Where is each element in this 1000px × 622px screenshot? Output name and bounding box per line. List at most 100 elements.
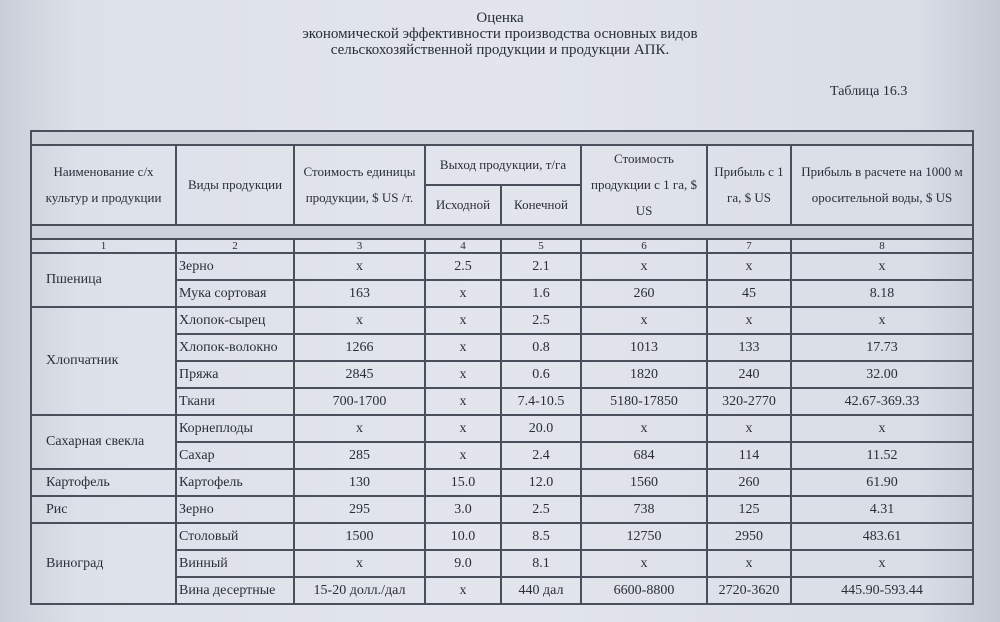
- table-cell: 320-2770: [706, 387, 792, 416]
- header-unit-cost: Стоимость единицы продукции, $ US /т.: [293, 144, 426, 226]
- table-cell: 17.73: [790, 333, 974, 362]
- table-cell: 295: [293, 495, 426, 524]
- table-cell: 8.1: [500, 549, 582, 578]
- header-band: [30, 130, 974, 146]
- table-row: Картофель Картофель 130 15.0 12.0 1560 260 61.9…: [30, 468, 974, 497]
- crop-name: Картофель: [30, 468, 177, 497]
- crop-name: Рис: [30, 495, 177, 524]
- header-yield-initial: Исходной: [424, 184, 502, 226]
- table-cell: 12.0: [500, 468, 582, 497]
- table-cell: 20.0: [500, 414, 582, 443]
- table-cell: 260: [580, 279, 708, 308]
- table-cell: 163: [293, 279, 426, 308]
- table-cell: x: [293, 306, 426, 335]
- table-row: Мука сортовая 163 x 1.6 260 45 8.18: [31, 279, 974, 308]
- table-cell: x: [424, 333, 502, 362]
- table-cell: x: [424, 360, 502, 389]
- table-cell: 11.52: [790, 441, 974, 470]
- crop-name: Виноград: [30, 522, 177, 605]
- table-cell: x: [580, 252, 708, 281]
- table-cell: x: [424, 576, 502, 605]
- product-name: Вина десертные: [175, 576, 295, 605]
- table-row: Пряжа 2845 x 0.6 1820 240 32.00: [31, 360, 974, 389]
- table-cell: 12750: [580, 522, 708, 551]
- table-cell: 114: [706, 441, 792, 470]
- table-cell: 32.00: [790, 360, 974, 389]
- product-name: Пряжа: [175, 360, 295, 389]
- table-row: Сахарная свекла Корнеплоды x x 20.0 x x x: [30, 414, 974, 470]
- header-yield: Выход продукции, т/га: [424, 144, 582, 186]
- title-line-3: сельскохозяйственной продукции и продукц…: [330, 42, 670, 58]
- table-cell: 2.4: [500, 441, 582, 470]
- table-cell: 2.1: [500, 252, 582, 281]
- header-profit-per-water: Прибыль в расчете на 1000 м оросительной…: [790, 144, 974, 226]
- document-title: Оценка экономической эффективности произ…: [200, 10, 800, 58]
- table-cell: 2845: [293, 360, 426, 389]
- product-name: Мука сортовая: [175, 279, 295, 308]
- header-profit-per-ha: Прибыль с 1 га, $ US: [706, 144, 792, 226]
- table-cell: 1500: [293, 522, 426, 551]
- table-cell: 15-20 долл./дал: [293, 576, 426, 605]
- table-cell: 3.0: [424, 495, 502, 524]
- table-row: Хлопчатник Хлопок-сырец x x 2.5 x x x: [30, 306, 974, 416]
- column-number: 1: [30, 238, 177, 254]
- table-cell: 483.61: [790, 522, 974, 551]
- table-row: Сахар 285 x 2.4 684 114 11.52: [31, 441, 974, 470]
- table-cell: 2950: [706, 522, 792, 551]
- table-cell: 1560: [580, 468, 708, 497]
- table-cell: 6600-8800: [580, 576, 708, 605]
- table-row: Ткани 700-1700 x 7.4-10.5 5180-17850 320-2770…: [31, 387, 974, 416]
- table-number: Таблица 16.3: [830, 84, 908, 99]
- table-cell: 8.5: [500, 522, 582, 551]
- table-cell: 130: [293, 468, 426, 497]
- table-cell: 2720-3620: [706, 576, 792, 605]
- table-cell: x: [790, 549, 974, 578]
- table-row: Виноград Столовый 1500 10.0 8.5 12750 2950 483.…: [30, 522, 974, 605]
- column-number: 6: [580, 238, 708, 254]
- table-cell: x: [706, 414, 792, 443]
- table-cell: 5180-17850: [580, 387, 708, 416]
- table-cell: x: [424, 441, 502, 470]
- efficiency-table: Наименование с/х культур и продукции Вид…: [30, 130, 974, 605]
- header-crop: Наименование с/х культур и продукции: [30, 144, 177, 226]
- table-cell: 700-1700: [293, 387, 426, 416]
- table-cell: 2.5: [500, 306, 582, 335]
- product-name: Хлопок-сырец: [175, 306, 295, 335]
- table-cell: x: [790, 252, 974, 281]
- product-name: Хлопок-волокно: [175, 333, 295, 362]
- table-cell: x: [424, 387, 502, 416]
- column-number: 5: [500, 238, 582, 254]
- table-cell: x: [424, 414, 502, 443]
- table-cell: 260: [706, 468, 792, 497]
- product-name: Винный: [175, 549, 295, 578]
- table-cell: x: [580, 549, 708, 578]
- table-cell: 1.6: [500, 279, 582, 308]
- table-cell: 285: [293, 441, 426, 470]
- table-cell: x: [424, 279, 502, 308]
- crop-name: Хлопчатник: [30, 306, 177, 416]
- table-row: Вина десертные 15-20 долл./дал x 440 дал 660…: [31, 576, 974, 605]
- table-cell: 738: [580, 495, 708, 524]
- table-cell: 4.31: [790, 495, 974, 524]
- product-name: Ткани: [175, 387, 295, 416]
- table-cell: 1013: [580, 333, 708, 362]
- table-cell: x: [580, 306, 708, 335]
- column-number: 2: [175, 238, 295, 254]
- table-cell: 125: [706, 495, 792, 524]
- table-cell: 42.67-369.33: [790, 387, 974, 416]
- table-cell: 240: [706, 360, 792, 389]
- table-row: Рис Зерно 295 3.0 2.5 738 125 4.31: [30, 495, 974, 524]
- header-band: [30, 224, 974, 240]
- table-cell: x: [790, 414, 974, 443]
- table-cell: 7.4-10.5: [500, 387, 582, 416]
- table-cell: 2.5: [424, 252, 502, 281]
- product-name: Сахар: [175, 441, 295, 470]
- product-name: Столовый: [175, 522, 295, 551]
- table-cell: 8.18: [790, 279, 974, 308]
- table-cell: 1266: [293, 333, 426, 362]
- table-cell: x: [293, 549, 426, 578]
- table-cell: 684: [580, 441, 708, 470]
- table-cell: x: [424, 306, 502, 335]
- table-cell: 9.0: [424, 549, 502, 578]
